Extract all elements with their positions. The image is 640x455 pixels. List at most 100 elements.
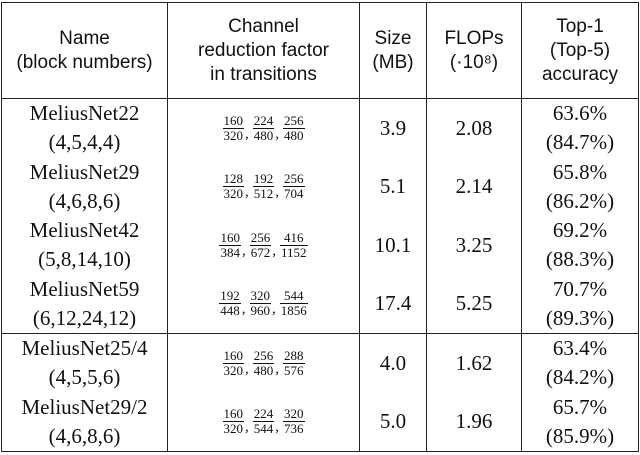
fraction-numerator: 288 [283,347,305,364]
table-row: MeliusNet59 (6,12,24,12) 192 448, 320 960, 544… [2,274,639,334]
reduction-fraction: 192 512 [252,171,275,201]
fraction-separator: , [272,301,276,318]
fraction-denominator: 480 [253,362,274,378]
fraction-denominator: 1152 [280,244,307,260]
block-numbers: (6,12,24,12) [32,305,137,330]
top1-accuracy: 69.2% [552,218,608,243]
header-accuracy: Top-1 (Top-5) accuracy [521,2,639,99]
model-name: MeliusNet22 [29,101,140,126]
cell-name: MeliusNet59 (6,12,24,12) [2,274,168,333]
top1-accuracy: 63.4% [552,336,608,361]
fraction-denominator: 448 [220,303,240,319]
cell-reduction: 160 320, 224 544, 320 736 [167,392,360,452]
fraction-numerator: 416 [279,230,308,246]
fraction-numerator: 320 [249,288,271,305]
cell-reduction: 160 384, 256 672, 416 1152 [167,215,360,275]
fraction-denominator: 576 [284,362,304,378]
fraction-numerator: 256 [252,347,275,364]
fraction-numerator: 256 [283,171,305,188]
table-body: MeliusNet22 (4,5,4,4) 160 320, 224 480, 256 480… [1,98,639,452]
reduction-fraction: 320 736 [283,407,305,436]
header-flops: FLOPs (·10⁸) [426,2,522,99]
model-name: MeliusNet29 [29,159,140,184]
reduction-fraction: 544 1856 [279,289,308,318]
model-name: MeliusNet42 [29,218,140,243]
top5-accuracy: (86.2%) [545,188,615,213]
block-numbers: (5,8,14,10) [38,247,131,272]
fraction-numerator: 160 [219,229,241,246]
cell-accuracy: 63.4% (84.2%) [521,332,639,393]
fraction-separator: , [245,184,249,201]
table-row: MeliusNet42 (5,8,14,10) 160 384, 256 672, 416 1… [2,215,639,275]
cell-name: MeliusNet25/4 (4,5,5,6) [1,332,168,393]
fraction-denominator: 480 [253,127,274,143]
reduction-fraction: 224 480 [252,112,275,143]
table-row: MeliusNet22 (4,5,4,4) 160 320, 224 480, 256 480… [2,98,639,158]
model-name: MeliusNet29/2 [21,394,148,419]
fraction-separator: , [241,242,246,259]
cell-name: MeliusNet29 (4,6,8,6) [2,158,168,216]
block-numbers: (4,6,8,6) [48,188,121,213]
cell-size: 5.0 [359,392,427,452]
fraction-separator: , [275,184,279,201]
reduction-fraction: 320 960 [249,288,271,318]
fraction-numerator: 256 [283,112,305,129]
table-row: MeliusNet25/4 (4,5,5,6) 160 320, 256 480, 288 5… [1,332,639,393]
fraction-numerator: 160 [222,406,244,423]
fraction-separator: , [275,419,279,436]
reduction-fraction: 160 320 [222,347,244,378]
fraction-separator: , [245,125,249,142]
reduction-fraction: 160 320 [222,112,244,143]
fraction-separator: , [272,242,276,259]
header-reduction: Channel reduction factor in transitions [167,2,360,99]
cell-flops: 1.62 [426,332,522,393]
fraction-denominator: 320 [223,127,244,143]
block-numbers: (4,5,4,4) [48,130,121,155]
fraction-numerator: 320 [283,406,305,423]
cell-flops: 2.08 [426,98,522,158]
cell-flops: 3.25 [426,215,522,275]
fraction-numerator: 160 [222,347,244,364]
table-row: MeliusNet29/2 (4,6,8,6) 160 320, 224 544, 320 7… [2,392,639,452]
fraction-separator: , [245,419,249,436]
cell-size: 4.0 [359,332,427,393]
reduction-fraction: 160 384 [219,229,241,260]
cell-flops: 1.96 [426,392,522,452]
fraction-numerator: 224 [252,406,275,423]
top5-accuracy: (85.9%) [545,423,615,448]
cell-accuracy: 65.7% (85.9%) [521,392,639,452]
fraction-numerator: 256 [249,229,272,246]
cell-name: MeliusNet42 (5,8,14,10) [2,216,168,274]
top5-accuracy: (88.3%) [545,247,615,272]
reduction-fraction: 256 480 [283,112,305,143]
reduction-fraction: 256 672 [249,229,272,260]
fraction-numerator: 128 [222,171,244,188]
reduction-fraction: 416 1152 [279,230,308,260]
fraction-numerator: 192 [219,288,241,305]
fraction-denominator: 320 [223,362,244,378]
top1-accuracy: 65.7% [552,394,608,419]
table-row: MeliusNet29 (4,6,8,6) 128 320, 192 512, 256 704… [2,157,639,216]
cell-accuracy: 63.6% (84.7%) [521,98,639,158]
reduction-fraction: 288 576 [283,347,305,378]
fraction-separator: , [275,360,279,377]
cell-name: MeliusNet22 (4,5,4,4) [2,99,168,158]
cell-size: 17.4 [359,274,427,334]
fraction-denominator: 736 [284,421,304,437]
reduction-fraction: 224 544 [252,406,275,436]
block-numbers: (4,6,8,6) [48,423,121,448]
fraction-denominator: 384 [220,244,240,260]
fraction-numerator: 160 [222,112,244,129]
top1-accuracy: 63.6% [552,101,608,126]
fraction-denominator: 320 [223,186,244,202]
fraction-numerator: 224 [252,112,275,129]
reduction-fraction: 256 480 [252,347,275,378]
cell-accuracy: 70.7% (89.3%) [521,274,639,334]
cell-size: 5.1 [359,157,427,216]
top5-accuracy: (84.2%) [545,365,615,390]
cell-size: 10.1 [359,215,427,275]
fraction-numerator: 192 [252,171,275,188]
cell-flops: 5.25 [426,274,522,334]
model-name: MeliusNet59 [29,276,140,301]
fraction-denominator: 320 [223,421,244,437]
